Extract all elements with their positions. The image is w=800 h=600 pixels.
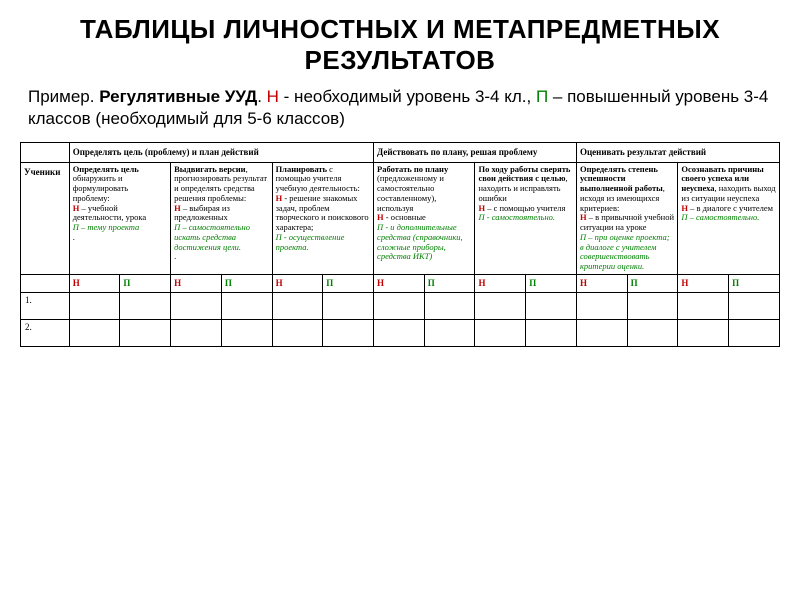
criteria-5: По ходу работы сверять свои действия с ц… (475, 162, 576, 274)
criteria-1: Определять цель обнаружить и формулирова… (69, 162, 170, 274)
criteria-2: Выдвигать версии, прогнозировать результ… (171, 162, 272, 274)
criteria-6: Определять степень успешности выполненно… (576, 162, 677, 274)
results-table: Определять цель (проблему) и план действ… (20, 142, 780, 347)
group-3: Оценивать результат действий (576, 143, 779, 162)
subtitle: Пример. Регулятивные УУД. Н - необходимы… (28, 86, 780, 130)
criteria-row: Ученики Определять цель обнаружить и фор… (21, 162, 780, 274)
table-row: 2. (21, 319, 780, 346)
group-header-row: Определять цель (проблему) и план действ… (21, 143, 780, 162)
group-2: Действовать по плану, решая проблему (374, 143, 577, 162)
criteria-4: Работать по плану (предложенному и самос… (374, 162, 475, 274)
row-label: Ученики (21, 162, 70, 274)
group-1: Определять цель (проблему) и план действ… (69, 143, 373, 162)
criteria-3: Планировать с помощью учителя учебную де… (272, 162, 373, 274)
page-title: ТАБЛИЦЫ ЛИЧНОСТНЫХ И МЕТАПРЕДМЕТНЫХ РЕЗУ… (20, 14, 780, 76)
np-header-row: НП НП НП НП НП НП НП (21, 274, 780, 292)
table-row: 1. (21, 292, 780, 319)
criteria-7: Осознавать причины своего успеха или неу… (678, 162, 780, 274)
